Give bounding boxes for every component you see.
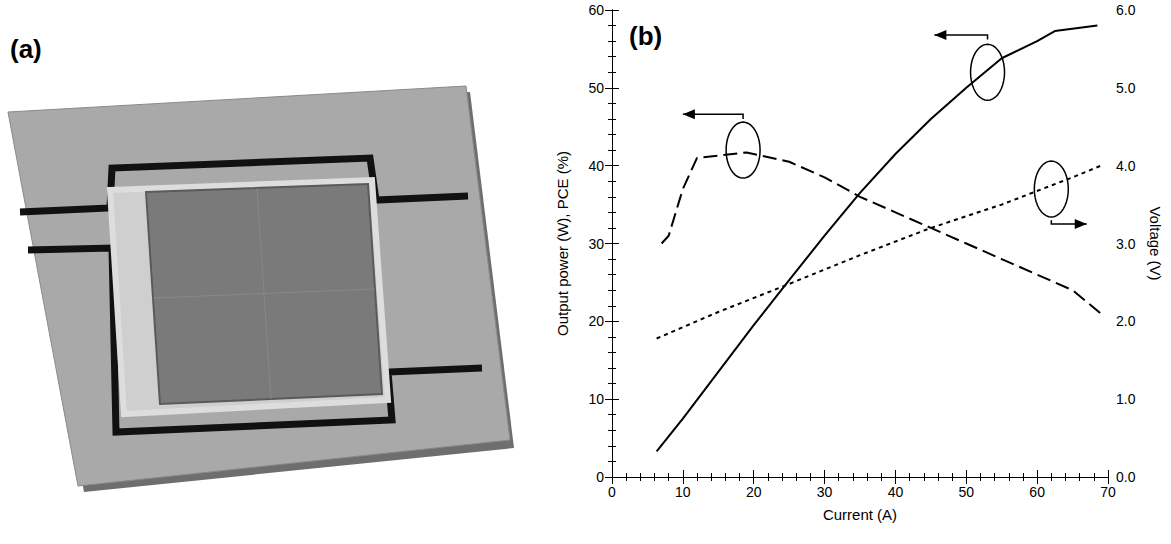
svg-text:(b): (b) <box>629 21 662 51</box>
svg-text:(a): (a) <box>10 34 42 64</box>
svg-text:70: 70 <box>1100 484 1116 500</box>
svg-text:0: 0 <box>608 484 616 500</box>
svg-text:40: 40 <box>588 158 604 174</box>
svg-text:2.0: 2.0 <box>1116 313 1136 329</box>
svg-text:6.0: 6.0 <box>1116 2 1136 18</box>
svg-text:20: 20 <box>588 313 604 329</box>
svg-text:0: 0 <box>596 469 604 485</box>
svg-text:0.0: 0.0 <box>1116 469 1136 485</box>
svg-text:5.0: 5.0 <box>1116 80 1136 96</box>
svg-text:Output power (W), PCE (%): Output power (W), PCE (%) <box>554 151 571 336</box>
svg-text:20: 20 <box>746 484 762 500</box>
svg-text:10: 10 <box>588 391 604 407</box>
svg-text:50: 50 <box>588 80 604 96</box>
svg-text:3.0: 3.0 <box>1116 236 1136 252</box>
svg-text:Voltage (V): Voltage (V) <box>1147 206 1164 280</box>
svg-text:10: 10 <box>675 484 691 500</box>
svg-text:4.0: 4.0 <box>1116 158 1136 174</box>
svg-text:Current (A): Current (A) <box>823 506 897 523</box>
svg-text:30: 30 <box>817 484 833 500</box>
svg-text:60: 60 <box>1029 484 1045 500</box>
svg-text:30: 30 <box>588 236 604 252</box>
svg-text:40: 40 <box>888 484 904 500</box>
svg-text:50: 50 <box>958 484 974 500</box>
svg-text:1.0: 1.0 <box>1116 391 1136 407</box>
svg-text:60: 60 <box>588 2 604 18</box>
